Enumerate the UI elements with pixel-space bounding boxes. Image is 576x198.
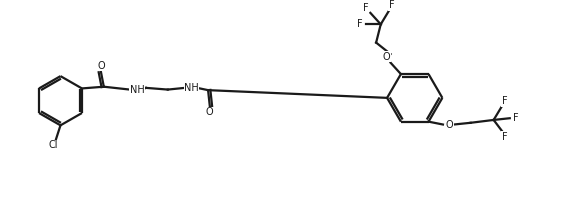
Text: NH: NH (184, 83, 199, 93)
Text: O: O (206, 108, 214, 117)
Text: NH: NH (130, 85, 145, 95)
Text: O: O (97, 61, 105, 70)
Text: F: F (502, 131, 507, 142)
Text: F: F (502, 96, 507, 106)
Text: F: F (357, 19, 363, 29)
Text: F: F (363, 3, 369, 13)
Text: F: F (389, 0, 395, 10)
Text: O: O (445, 120, 453, 129)
Text: F: F (513, 113, 518, 123)
Text: Cl: Cl (48, 140, 58, 150)
Text: O: O (382, 52, 391, 62)
